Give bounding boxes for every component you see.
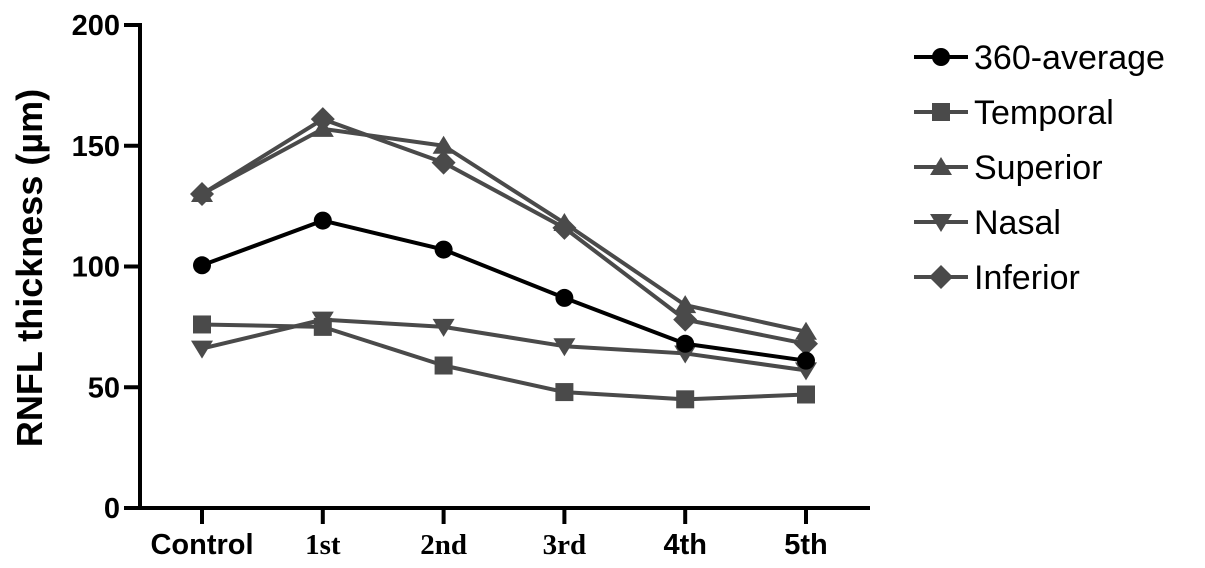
x-tick-label: Control xyxy=(150,529,253,561)
data-point-temporal xyxy=(555,383,574,402)
legend-item-superior: Superior xyxy=(914,149,1103,187)
data-point-360-average xyxy=(193,256,211,275)
data-point-nasal xyxy=(553,338,576,357)
series-inferior xyxy=(190,107,818,356)
data-point-360-average xyxy=(434,240,453,259)
legend-label: Temporal xyxy=(974,94,1114,132)
data-point-superior xyxy=(795,321,817,340)
data-point-inferior xyxy=(310,107,335,132)
x-tick-labels: Control 1st 2nd 3rd 4th 5th xyxy=(150,529,827,561)
data-point-temporal xyxy=(193,315,211,334)
data-point-superior xyxy=(674,295,697,314)
legend-marker xyxy=(930,214,952,232)
data-point-inferior xyxy=(552,215,577,240)
data-point-360-average xyxy=(313,211,332,230)
y-axis-title: RNFL thickness (µm) xyxy=(9,89,50,447)
data-point-inferior xyxy=(673,307,698,332)
x-tick-label: 4th xyxy=(663,529,707,561)
y-tick-label: 100 xyxy=(72,252,120,284)
legend-marker xyxy=(932,48,950,66)
legend-item-temporal: Temporal xyxy=(914,94,1114,132)
legend-marker xyxy=(932,103,950,121)
data-point-temporal xyxy=(434,356,453,375)
data-point-360-average xyxy=(676,334,695,353)
x-tick-label: 1st xyxy=(305,529,341,561)
legend: 360-average Temporal Superior Nasal Inferior xyxy=(914,39,1165,297)
series-nasal xyxy=(191,311,817,381)
series-line-superior xyxy=(201,126,807,334)
y-tick-labels: 0 50 100 150 200 xyxy=(72,10,120,525)
data-point-temporal xyxy=(676,390,695,409)
legend-label: 360-average xyxy=(974,39,1165,77)
data-point-inferior xyxy=(794,331,818,356)
series-superior xyxy=(191,118,817,340)
legend-marker xyxy=(929,265,953,289)
series-line-inferior xyxy=(200,117,807,346)
y-tick-label: 50 xyxy=(88,372,120,404)
x-tick-label: 5th xyxy=(784,529,828,561)
legend-label: Superior xyxy=(974,149,1103,187)
legend-item-360-average: 360-average xyxy=(914,39,1165,77)
series-line-360-average xyxy=(201,218,807,363)
data-point-360-average xyxy=(555,288,574,307)
data-point-nasal xyxy=(191,340,213,359)
y-tick-label: 150 xyxy=(72,131,120,163)
series-360-average xyxy=(193,211,815,370)
series-layer xyxy=(190,107,818,409)
axes xyxy=(124,23,870,524)
data-point-superior xyxy=(432,135,455,154)
legend-item-nasal: Nasal xyxy=(914,204,1061,242)
legend-marker xyxy=(930,157,952,175)
x-tick-label: 3rd xyxy=(543,529,587,561)
data-point-inferior xyxy=(431,150,456,175)
legend-item-inferior: Inferior xyxy=(914,259,1080,297)
legend-label: Inferior xyxy=(974,259,1080,297)
data-point-temporal xyxy=(797,385,815,404)
y-tick-label: 0 xyxy=(104,493,120,525)
data-point-360-average xyxy=(797,351,815,370)
data-point-nasal xyxy=(432,318,455,337)
y-tick-label: 200 xyxy=(72,10,120,42)
x-tick-label: 2nd xyxy=(420,529,467,561)
data-point-inferior xyxy=(190,182,214,207)
legend-label: Nasal xyxy=(974,204,1061,242)
series-line-nasal xyxy=(201,317,807,373)
data-point-nasal xyxy=(311,311,334,330)
